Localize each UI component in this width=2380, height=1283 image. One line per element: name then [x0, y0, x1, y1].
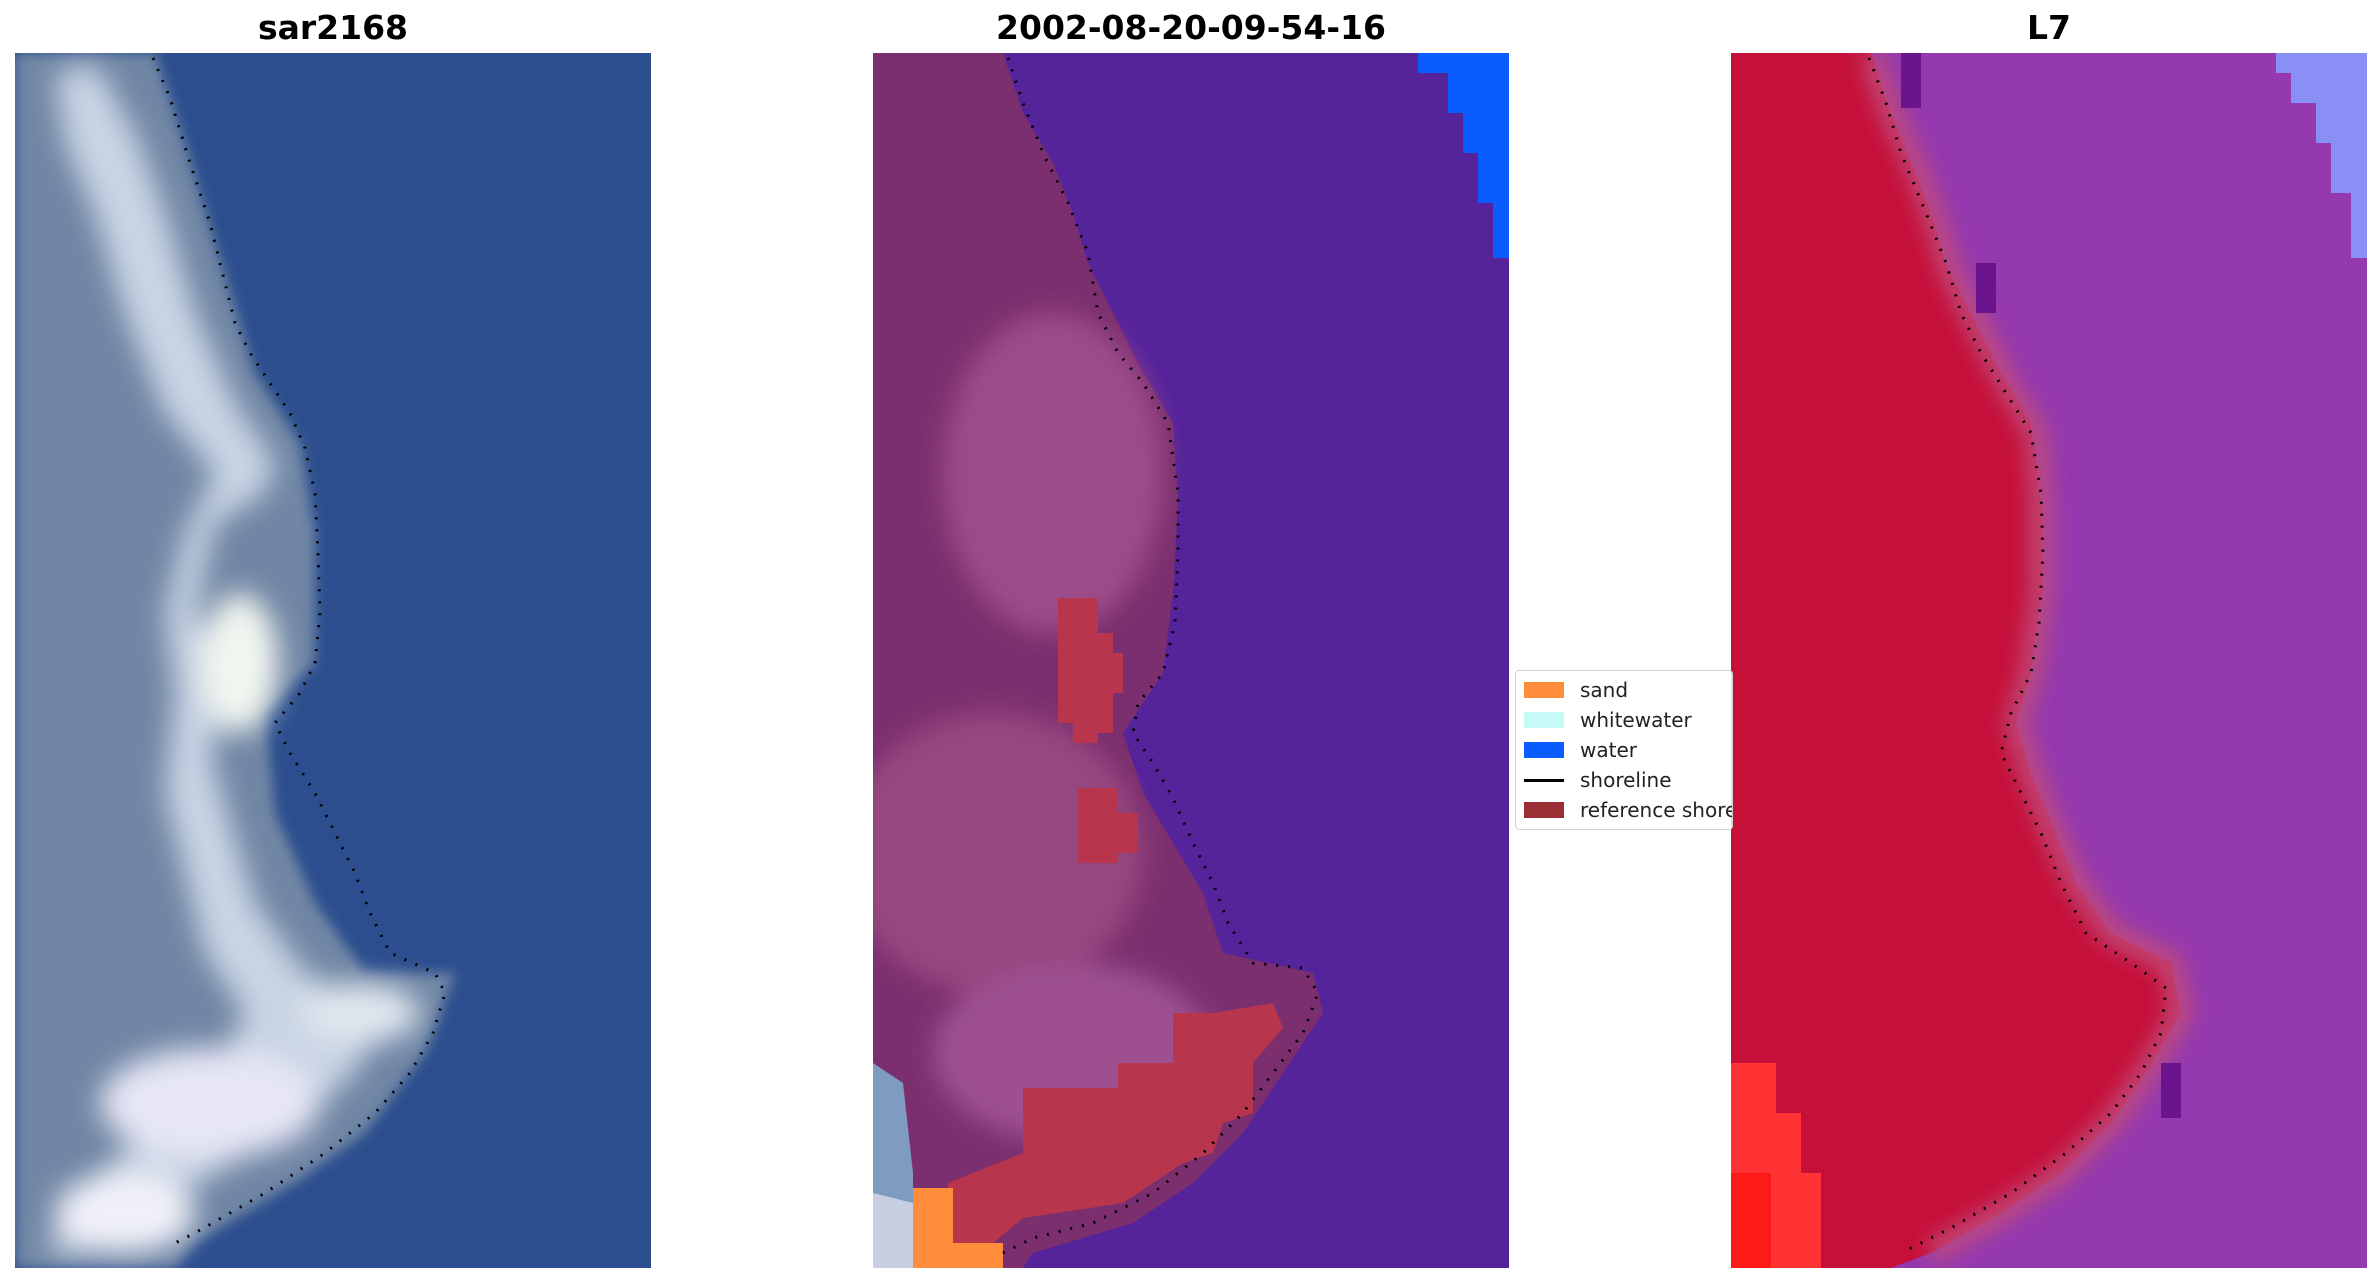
legend-label: reference shoreline	[1580, 798, 1732, 822]
legend-item-whitewater: whitewater	[1524, 705, 1692, 735]
legend-swatch-reference-shoreline	[1524, 802, 1564, 818]
panel-title-ndwi: L7	[2027, 8, 2071, 47]
classification-panel	[873, 53, 1509, 1268]
legend-item-reference-shoreline: reference shoreline	[1524, 795, 1732, 825]
panel-title-classification: 2002-08-20-09-54-16	[996, 8, 1386, 47]
legend-item-water: water	[1524, 735, 1637, 765]
legend-swatch-sand	[1524, 682, 1564, 698]
legend-item-shoreline: shoreline	[1524, 765, 1672, 795]
legend-label: sand	[1580, 678, 1629, 702]
classification-image	[873, 53, 1509, 1268]
rgb-image-panel	[15, 53, 651, 1268]
legend-label: whitewater	[1580, 708, 1692, 732]
panel-title-rgb: sar2168	[257, 8, 409, 47]
legend-line-shoreline	[1524, 778, 1564, 782]
legend-swatch-whitewater	[1524, 712, 1564, 728]
legend-swatch-water	[1524, 742, 1564, 758]
legend-label: shoreline	[1580, 768, 1672, 792]
legend: sand whitewater water shoreline referenc…	[1515, 670, 1733, 830]
legend-label: water	[1580, 738, 1637, 762]
rgb-image	[15, 53, 651, 1268]
l7-index-panel	[1731, 53, 2367, 1268]
legend-item-sand: sand	[1524, 675, 1628, 705]
shoreline-dots	[151, 57, 447, 1245]
l7-index-image	[1731, 53, 2367, 1268]
